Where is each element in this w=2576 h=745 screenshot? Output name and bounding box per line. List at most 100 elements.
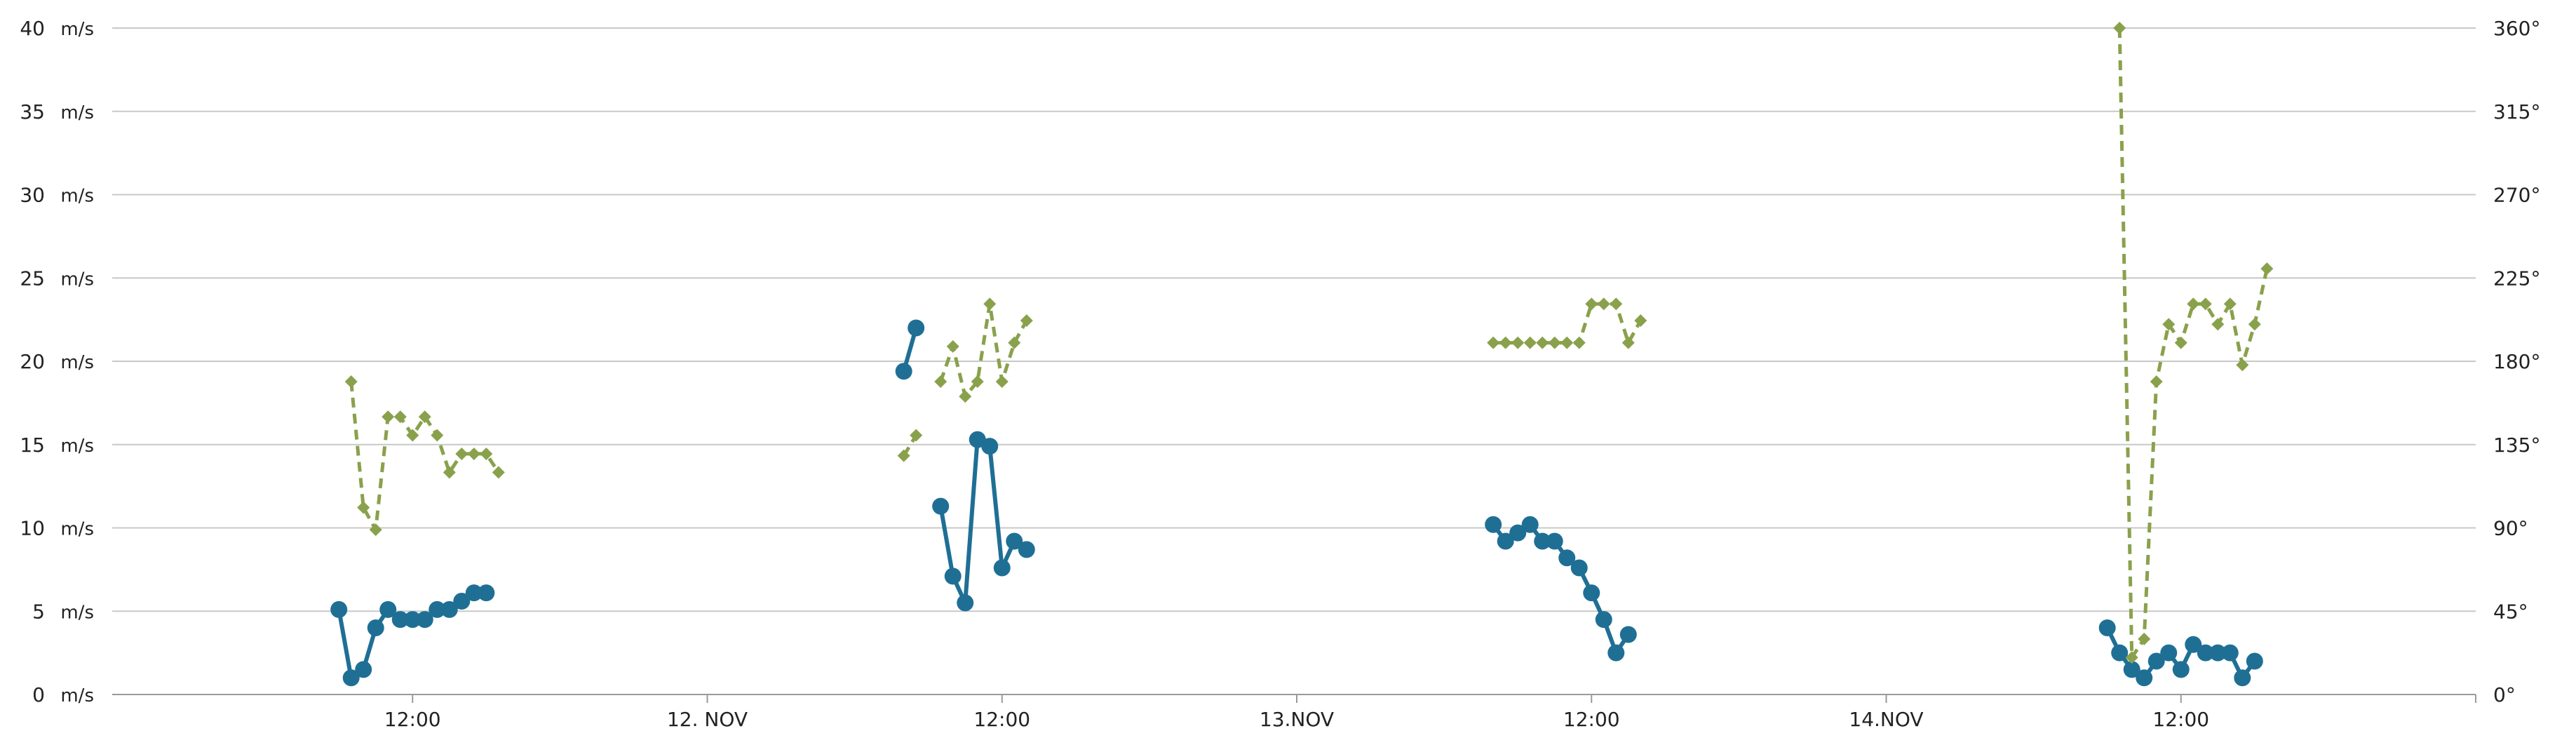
series-speed-point <box>944 568 962 585</box>
series-speed-point <box>440 600 458 618</box>
y-left-unit-label: m/s <box>60 685 94 706</box>
y-left-tick-label: 0 <box>32 683 45 706</box>
series-speed-point <box>478 584 495 602</box>
series-speed-point <box>1546 532 1563 550</box>
y-left-unit-label: m/s <box>60 436 94 457</box>
y-left-tick-label: 35 <box>20 100 45 123</box>
y-left-tick-label: 25 <box>20 267 45 290</box>
y-left-tick-label: 10 <box>20 517 45 540</box>
y-left-unit-label: m/s <box>60 19 94 40</box>
series-direction-point <box>971 375 984 389</box>
series-direction-point <box>1597 297 1610 311</box>
series-speed-point <box>1006 532 1023 550</box>
series-speed-point <box>993 559 1011 577</box>
y-left-unit-label: m/s <box>60 186 94 207</box>
series-speed-point <box>429 600 446 618</box>
series-speed-point <box>1485 516 1502 533</box>
y-right-tick-label: 360° <box>2493 17 2540 40</box>
series-direction-point <box>1572 336 1586 349</box>
series-speed-point <box>981 438 999 455</box>
y-left-tick-label: 30 <box>20 184 45 207</box>
series <box>330 22 2274 687</box>
series-speed-point <box>2172 661 2190 678</box>
series-direction-point <box>393 410 407 424</box>
y-left-tick-label: 20 <box>20 350 45 373</box>
series-direction-point <box>480 447 493 460</box>
x-tick-label: 12:00 <box>1563 708 1620 731</box>
series-direction-point <box>1008 336 1021 349</box>
series-speed-point <box>1018 541 1035 558</box>
series-direction-point <box>2125 651 2138 664</box>
series-direction-line-2 <box>938 302 1028 398</box>
series-direction-point <box>1621 336 1635 349</box>
x-tick-label: 12:00 <box>2152 708 2209 731</box>
series-speed-point <box>2246 652 2263 670</box>
series-direction-point <box>357 501 370 514</box>
series-direction-point <box>995 375 1009 389</box>
series-speed-point <box>1570 559 1588 577</box>
y-right-tick-label: 180° <box>2493 350 2540 373</box>
series-speed-point <box>330 600 348 618</box>
series-speed-point <box>1509 524 1527 542</box>
y-left-unit-label: m/s <box>60 519 94 540</box>
series-direction-point <box>418 410 431 424</box>
series-direction-point <box>1499 336 1512 349</box>
series-direction-point <box>406 429 419 442</box>
series-speed-point <box>2098 619 2116 636</box>
y-left-tick-label: 5 <box>32 600 45 623</box>
series-direction-point <box>2187 297 2200 311</box>
series-speed-point <box>1558 549 1576 567</box>
series-direction-point <box>455 447 468 460</box>
y-right-tick-label: 315° <box>2493 100 2540 123</box>
series-speed-point <box>465 584 483 602</box>
series-speed-point <box>932 497 950 515</box>
y-right-tick-label: 135° <box>2493 434 2540 457</box>
series-direction-point <box>1585 297 1598 311</box>
series-direction-point <box>2199 297 2212 311</box>
series-direction-point <box>1610 297 1623 311</box>
y-right-tick-label: 90° <box>2493 517 2528 540</box>
y-right-tick-label: 45° <box>2493 600 2528 623</box>
series-speed-point <box>355 661 372 678</box>
series-direction-point <box>910 429 923 442</box>
series-direction-point <box>1511 336 1525 349</box>
series-speed-point <box>2185 636 2202 653</box>
series-speed-point <box>1595 611 1612 629</box>
x-tick-label: 12. NOV <box>667 708 748 731</box>
y-left-tick-label: 40 <box>20 17 45 40</box>
series-speed-point <box>342 669 360 687</box>
series-direction-point <box>1560 336 1574 349</box>
series-speed-point <box>2123 661 2140 678</box>
series-direction-point <box>2138 632 2151 645</box>
series-speed-point <box>2221 644 2239 662</box>
series-direction-point <box>2236 358 2249 372</box>
axes <box>112 694 2476 703</box>
tick-labels: 0 m/s 5 m/s 10 m/s 15 m/s 20 m/s 25 m/s 30 m/s 35 m/s 40… <box>20 17 2540 731</box>
series-speed-point <box>1521 516 1539 533</box>
series-direction-point <box>959 390 972 403</box>
series-speed-point <box>416 611 433 629</box>
series-speed-point <box>2111 644 2129 662</box>
series-direction-point <box>2174 336 2187 349</box>
series-speed-point <box>2234 669 2251 687</box>
series-direction-point <box>1536 336 1549 349</box>
series-direction-point <box>1634 314 1647 327</box>
series-direction-point <box>1523 336 1537 349</box>
y-left-unit-label: m/s <box>60 269 94 290</box>
series-direction-point <box>2150 375 2163 389</box>
series-direction-point <box>492 466 505 479</box>
series-direction-point <box>2223 297 2237 311</box>
series-speed-point <box>2160 644 2178 662</box>
series-direction-point <box>934 375 948 389</box>
series-speed-point <box>895 363 912 380</box>
series-direction-point <box>897 449 910 462</box>
series-direction-point <box>344 375 358 389</box>
y-left-unit-label: m/s <box>60 352 94 373</box>
y-left-unit-label: m/s <box>60 602 94 623</box>
series-speed-point <box>908 319 925 337</box>
series-speed-point <box>379 600 397 618</box>
series-direction-point <box>2248 318 2261 331</box>
series-direction-line-4 <box>2117 27 2269 659</box>
